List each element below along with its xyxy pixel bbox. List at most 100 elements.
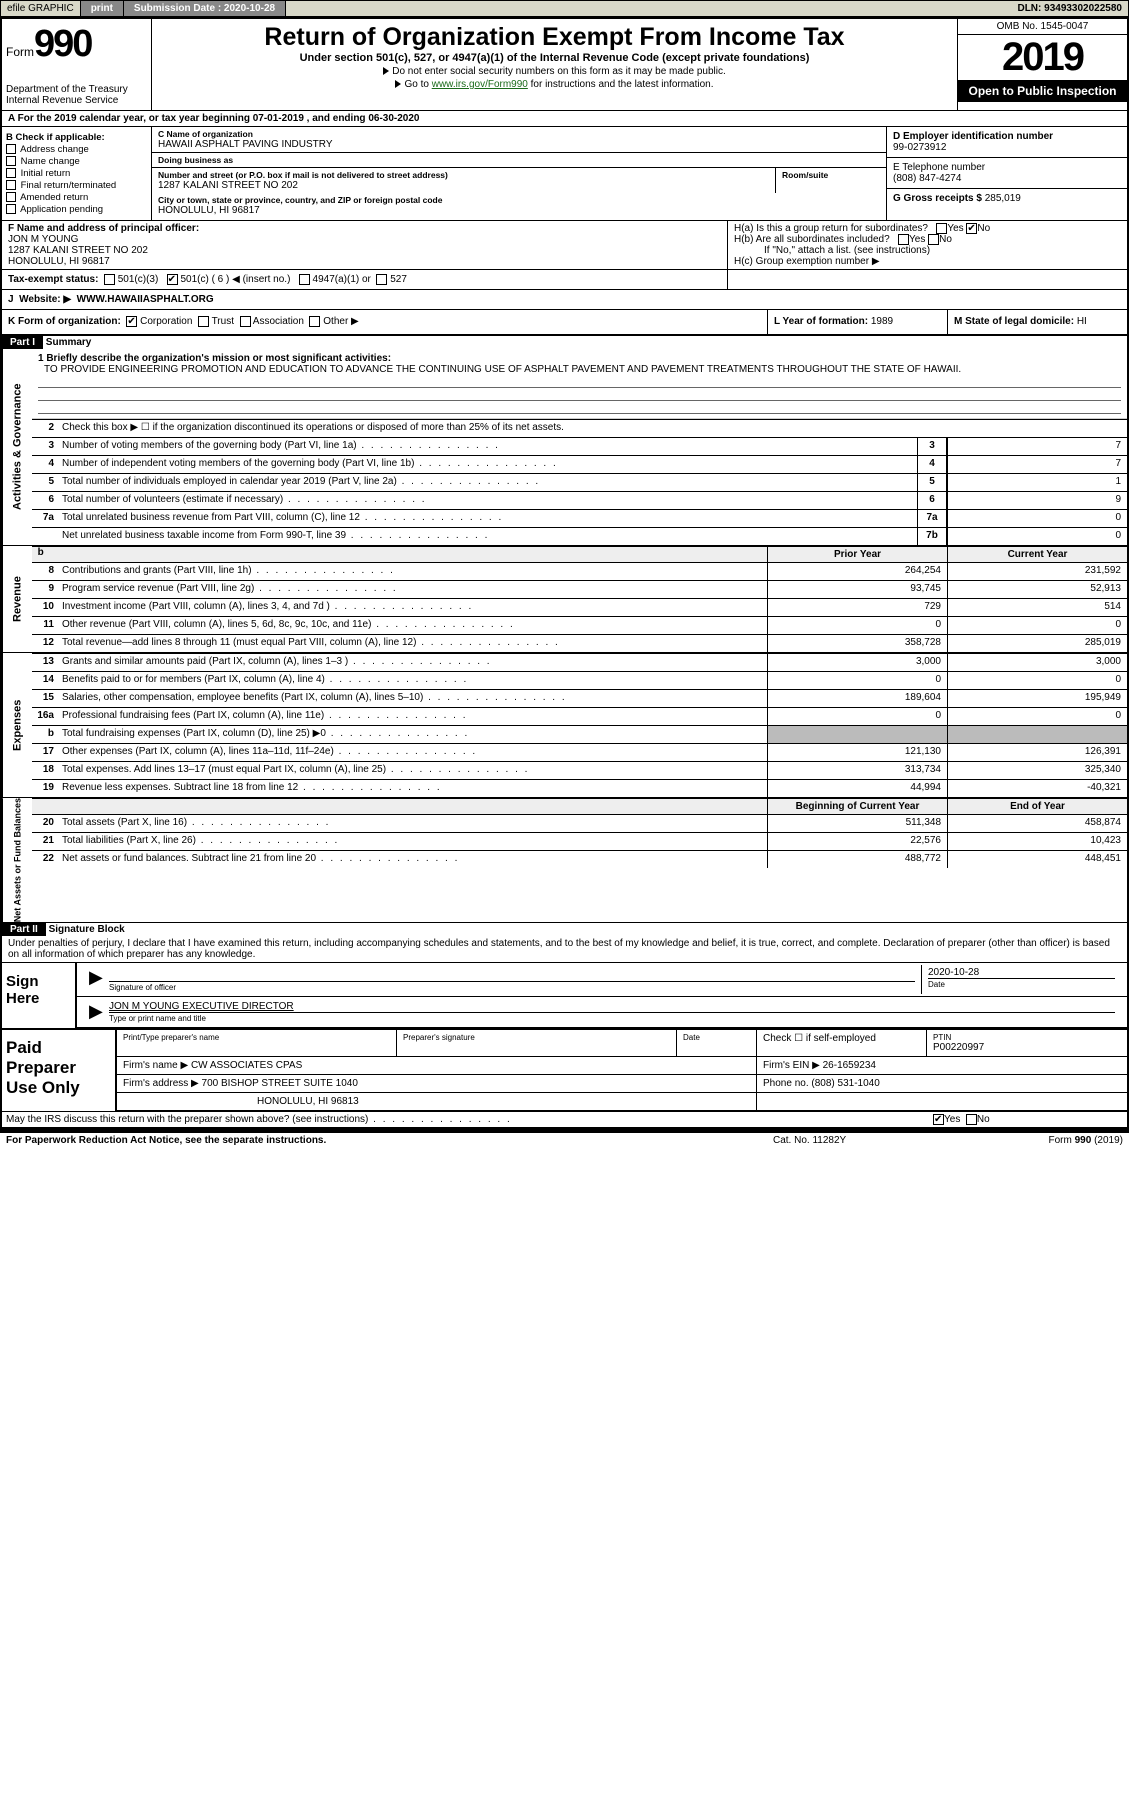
ssn-warning: Do not enter social security numbers on … (156, 66, 953, 77)
revenue-header-row: b Prior Year Current Year (32, 546, 1127, 562)
table-row: bTotal fundraising expenses (Part IX, co… (32, 725, 1127, 743)
chk-501c3[interactable] (104, 274, 115, 285)
firm-ein: 26-1659234 (823, 1060, 876, 1071)
h-b: H(b) Are all subordinates included? Yes … (734, 234, 1121, 245)
table-row: 22Net assets or fund balances. Subtract … (32, 850, 1127, 868)
chk-initial-return[interactable]: Initial return (6, 168, 147, 179)
h-a: H(a) Is this a group return for subordin… (734, 223, 1121, 234)
chk-name-change[interactable]: Name change (6, 156, 147, 167)
table-row: 10Investment income (Part VIII, column (… (32, 598, 1127, 616)
preparer-line-3: Firm's address ▶ 700 BISHOP STREET SUITE… (117, 1075, 1127, 1093)
chk-501c[interactable] (167, 274, 178, 285)
chk-corporation[interactable] (126, 316, 137, 327)
chk-527[interactable] (376, 274, 387, 285)
preparer-line-1: Print/Type preparer's name Preparer's si… (117, 1030, 1127, 1057)
col-c-org-info: C Name of organization HAWAII ASPHALT PA… (152, 127, 887, 220)
side-expenses: Expenses (2, 653, 32, 797)
table-row: 12Total revenue—add lines 8 through 11 (… (32, 634, 1127, 652)
table-row: 6Total number of volunteers (estimate if… (32, 491, 1127, 509)
table-row: 21Total liabilities (Part X, line 26)22,… (32, 832, 1127, 850)
state-domicile: HI (1077, 316, 1087, 327)
form-footer-right: Form 990 (2019) (973, 1135, 1123, 1146)
row-j-website: J Website: ▶ WWW.HAWAIIASPHALT.ORG (2, 290, 1127, 310)
year-formation: 1989 (871, 316, 893, 327)
row-k-form-org: K Form of organization: Corporation Trus… (2, 310, 1127, 335)
table-row: 16aProfessional fundraising fees (Part I… (32, 707, 1127, 725)
h-c: H(c) Group exemption number ▶ (734, 256, 1121, 267)
efile-label: efile GRAPHIC (1, 1, 81, 16)
form-header: Form990 Department of the TreasuryIntern… (2, 19, 1127, 111)
netassets-header-row: Beginning of Current Year End of Year (32, 798, 1127, 814)
tax-year: 2019 (958, 35, 1127, 80)
chk-other[interactable] (309, 316, 320, 327)
org-name: HAWAII ASPHALT PAVING INDUSTRY (158, 139, 880, 150)
table-row: 9Program service revenue (Part VIII, lin… (32, 580, 1127, 598)
officer-addr2: HONOLULU, HI 96817 (8, 256, 721, 267)
dln-label: DLN: 93493302022580 (1011, 1, 1128, 16)
table-row: 17Other expenses (Part IX, column (A), l… (32, 743, 1127, 761)
form-footer: For Paperwork Reduction Act Notice, see … (0, 1131, 1129, 1148)
instructions-link-row: Go to www.irs.gov/Form990 for instructio… (156, 79, 953, 90)
section-revenue: Revenue b Prior Year Current Year 8Contr… (2, 546, 1127, 653)
city-state-zip: HONOLULU, HI 96817 (158, 205, 880, 216)
hb-yes[interactable] (898, 234, 909, 245)
submission-date-button[interactable]: Submission Date : 2020-10-28 (124, 1, 286, 16)
chk-application-pending[interactable]: Application pending (6, 204, 147, 215)
table-row: 14Benefits paid to or for members (Part … (32, 671, 1127, 689)
table-row: 8Contributions and grants (Part VIII, li… (32, 562, 1127, 580)
discuss-yes[interactable] (933, 1114, 944, 1125)
website-url: WWW.HAWAIIASPHALT.ORG (77, 294, 214, 305)
gross-receipts: 285,019 (985, 193, 1021, 204)
chk-final-return[interactable]: Final return/terminated (6, 180, 147, 191)
table-row: 18Total expenses. Add lines 13–17 (must … (32, 761, 1127, 779)
side-activities-governance: Activities & Governance (2, 349, 32, 545)
signature-declaration: Under penalties of perjury, I declare th… (2, 936, 1127, 963)
chk-amended-return[interactable]: Amended return (6, 192, 147, 203)
officer-name: JON M YOUNG (8, 234, 721, 245)
section-activities-governance: Activities & Governance 1 Briefly descri… (2, 349, 1127, 546)
part2-header: Part II Signature Block (2, 923, 1127, 936)
table-row: 15Salaries, other compensation, employee… (32, 689, 1127, 707)
officer-addr1: 1287 KALANI STREET NO 202 (8, 245, 721, 256)
omb-number: OMB No. 1545-0047 (958, 19, 1127, 35)
paperwork-notice: For Paperwork Reduction Act Notice, see … (6, 1135, 773, 1146)
header-block-bcd: B Check if applicable: Address change Na… (2, 127, 1127, 221)
chk-trust[interactable] (198, 316, 209, 327)
side-revenue: Revenue (2, 546, 32, 652)
chk-4947[interactable] (299, 274, 310, 285)
table-row: 20Total assets (Part X, line 16)511,3484… (32, 814, 1127, 832)
row-f-h: F Name and address of principal officer:… (2, 221, 1127, 270)
table-row: 7aTotal unrelated business revenue from … (32, 509, 1127, 527)
irs-link[interactable]: www.irs.gov/Form990 (432, 79, 528, 90)
chk-association[interactable] (240, 316, 251, 327)
table-row: 13Grants and similar amounts paid (Part … (32, 653, 1127, 671)
street-address: 1287 KALANI STREET NO 202 (158, 180, 769, 191)
sig-date: 2020-10-28 (928, 967, 1115, 978)
table-row: 3Number of voting members of the governi… (32, 437, 1127, 455)
line-2: 2 Check this box ▶ ☐ if the organization… (32, 419, 1127, 437)
firm-address-2: HONOLULU, HI 96813 (117, 1093, 757, 1110)
arrow-icon: ▶ (83, 965, 103, 994)
row-i-j: Tax-exempt status: 501(c)(3) 501(c) ( 6 … (2, 270, 1127, 290)
side-net-assets: Net Assets or Fund Balances (2, 798, 32, 922)
chk-address-change[interactable]: Address change (6, 144, 147, 155)
table-row: 5Total number of individuals employed in… (32, 473, 1127, 491)
print-button[interactable]: print (81, 1, 124, 16)
preparer-line-4: HONOLULU, HI 96813 (117, 1093, 1127, 1111)
section-expenses: Expenses 13Grants and similar amounts pa… (2, 653, 1127, 798)
hb-no[interactable] (928, 234, 939, 245)
mission-text: TO PROVIDE ENGINEERING PROMOTION AND EDU… (44, 364, 961, 375)
col-d-ein-tel: D Employer identification number 99-0273… (887, 127, 1127, 220)
ha-no[interactable] (966, 223, 977, 234)
form-word: Form (6, 45, 34, 59)
cat-no: Cat. No. 11282Y (773, 1135, 973, 1146)
ha-yes[interactable] (936, 223, 947, 234)
table-row: 4Number of independent voting members of… (32, 455, 1127, 473)
form-number: 990 (34, 23, 91, 65)
preparer-line-2: Firm's name ▶ CW ASSOCIATES CPAS Firm's … (117, 1057, 1127, 1075)
row-a-tax-year: A For the 2019 calendar year, or tax yea… (2, 111, 1127, 127)
firm-address: 700 BISHOP STREET SUITE 1040 (202, 1078, 358, 1089)
paid-preparer-label: Paid Preparer Use Only (2, 1030, 117, 1111)
discuss-no[interactable] (966, 1114, 977, 1125)
open-to-public: Open to Public Inspection (958, 80, 1127, 102)
